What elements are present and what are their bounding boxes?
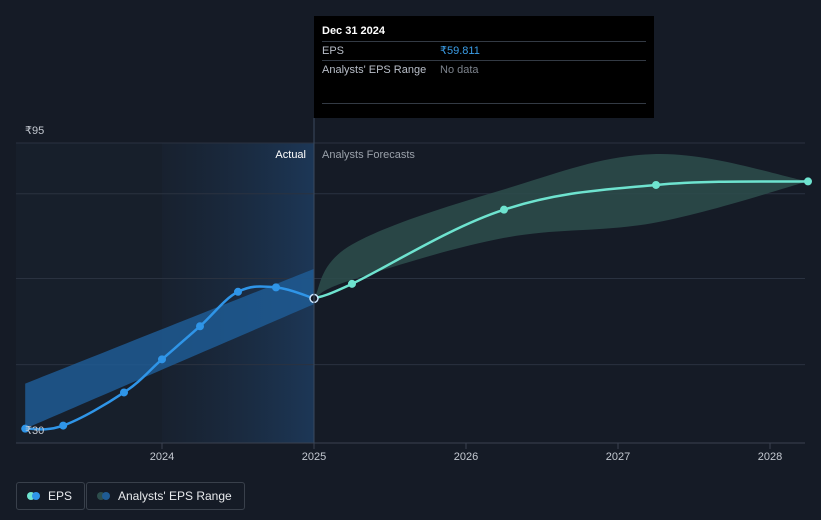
- tooltip-footer-line: [322, 79, 646, 104]
- hover-tooltip: Dec 31 2024 EPS ₹59.811 Analysts' EPS Ra…: [314, 16, 654, 118]
- forecast-eps-range-band: [314, 153, 808, 299]
- x-tick-label: 2028: [758, 451, 782, 463]
- eps-point: [21, 424, 30, 433]
- y-tick-label-bottom: ₹30: [25, 425, 44, 437]
- tooltip-range-value: No data: [440, 64, 479, 76]
- legend-range-button[interactable]: Analysts' EPS Range: [86, 482, 245, 510]
- tooltip-eps-value: ₹59.811: [440, 45, 480, 57]
- eps-point: [120, 388, 128, 397]
- eps-point: [158, 355, 166, 364]
- tooltip-eps-row: EPS ₹59.811: [322, 41, 646, 60]
- eps-legend-icon: [27, 492, 40, 500]
- legend-eps-button[interactable]: EPS: [16, 482, 86, 510]
- eps-point: [59, 421, 68, 430]
- forecast-region-label: Analysts Forecasts: [322, 149, 415, 161]
- actual-region-label: Actual: [275, 149, 306, 161]
- legend-eps-label: EPS: [48, 489, 73, 503]
- x-tick-label: 2025: [302, 451, 326, 463]
- past-eps-range-band: [25, 268, 314, 429]
- eps-point: [234, 287, 242, 296]
- eps-point: [272, 283, 280, 292]
- eps-forecast-point: [348, 279, 356, 288]
- range-legend-icon: [97, 492, 110, 500]
- tooltip-eps-label: EPS: [322, 45, 345, 57]
- tooltip-date: Dec 31 2024: [322, 25, 385, 37]
- x-tick-label: 2027: [606, 451, 630, 463]
- eps-forecast-point: [500, 205, 508, 214]
- tooltip-range-label: Analysts' EPS Range: [322, 64, 427, 76]
- eps-point: [196, 322, 204, 331]
- tooltip-range-row: Analysts' EPS Range No data: [322, 60, 646, 79]
- x-tick-label: 2024: [150, 451, 174, 463]
- x-tick-label: 2026: [454, 451, 478, 463]
- eps-line: [25, 285, 315, 431]
- legend-range-label: Analysts' EPS Range: [118, 489, 232, 503]
- y-tick-label-top: ₹95: [25, 125, 44, 137]
- eps-forecast-point: [804, 177, 812, 186]
- eps-forecast-point: [652, 180, 660, 189]
